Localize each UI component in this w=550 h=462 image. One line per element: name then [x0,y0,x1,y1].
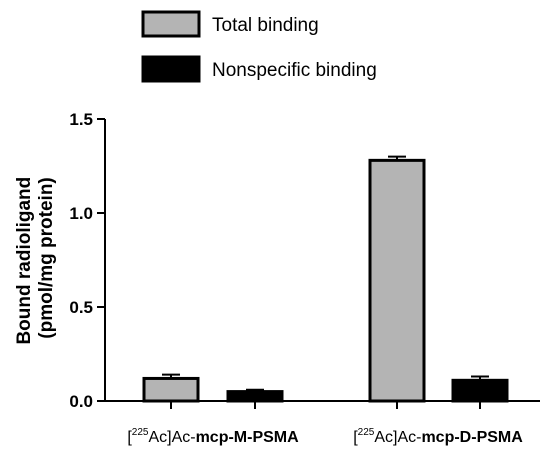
y-tick-label: 0.0 [69,392,93,411]
legend-swatch [141,55,201,83]
legend: Total binding Nonspecific binding [141,10,377,83]
y-tick-label: 1.5 [69,110,93,129]
category-label: [225Ac]Ac-mcp-M-PSMA [127,427,299,446]
y-tick-label: 1.0 [69,204,93,223]
bar-total-binding [142,376,200,403]
legend-label: Nonspecific binding [212,60,377,81]
category-label: [225Ac]Ac-mcp-D-PSMA [353,427,523,446]
y-axis-title-line1: Bound radioligand [14,177,35,345]
bars [142,155,509,403]
y-axis: 0.0 0.5 1.0 1.5 [69,110,106,411]
y-tick-label: 0.5 [69,298,93,317]
y-axis-title-line2: (pmol/mg protein) [36,177,57,338]
legend-label: Total binding [212,15,319,36]
bar-total-binding [368,158,426,403]
legend-swatch [141,10,201,38]
bar-nonspecific-binding [451,378,509,403]
y-axis-title: Bound radioligand (pmol/mg protein) [14,171,57,344]
bar-nonspecific-binding [226,390,284,403]
x-axis: [225Ac]Ac-mcp-M-PSMA [225Ac]Ac-mcp-D-PSMA [105,400,540,446]
